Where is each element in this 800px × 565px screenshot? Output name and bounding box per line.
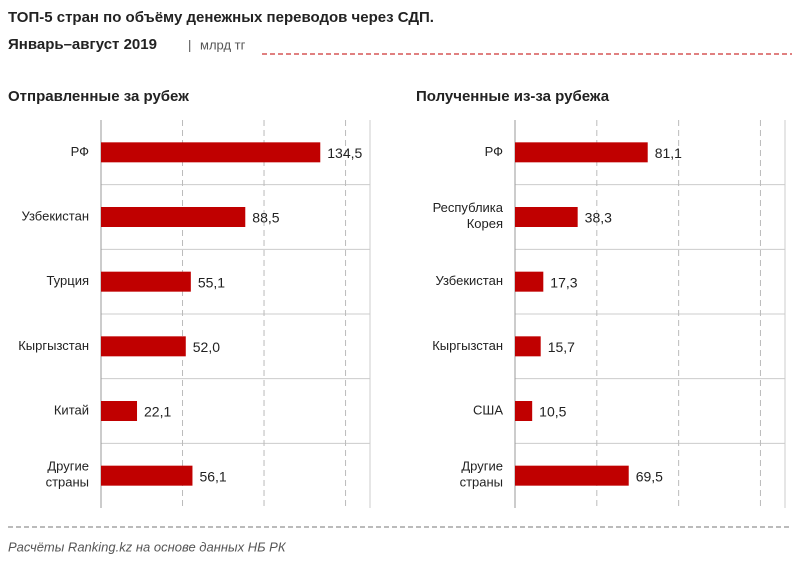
bar bbox=[515, 465, 629, 486]
bar bbox=[101, 336, 186, 357]
value-label: 15,7 bbox=[548, 339, 575, 355]
category-label: Республика Корея bbox=[433, 200, 504, 231]
bar bbox=[101, 401, 138, 421]
bar bbox=[515, 142, 648, 163]
value-label: 134,5 bbox=[327, 145, 362, 161]
value-label: 55,1 bbox=[198, 274, 225, 290]
category-label: РФ bbox=[71, 144, 90, 159]
value-label: 52,0 bbox=[193, 339, 220, 355]
category-label: Другие страны bbox=[46, 459, 89, 490]
source: Расчёты Ranking.kz на основе данных НБ Р… bbox=[8, 539, 287, 554]
bar bbox=[515, 336, 541, 357]
bar bbox=[515, 401, 533, 421]
value-label: 81,1 bbox=[655, 145, 682, 161]
category-label: Узбекистан bbox=[435, 273, 503, 288]
chart-title: Полученные из-за рубежа bbox=[416, 88, 610, 105]
category-label: Китай bbox=[54, 402, 89, 417]
value-label: 38,3 bbox=[585, 210, 612, 226]
value-label: 69,5 bbox=[636, 468, 663, 484]
bar bbox=[515, 271, 544, 292]
unit: млрд тг bbox=[200, 37, 246, 52]
category-label: Узбекистан bbox=[21, 208, 89, 223]
category-label: Кыргызстан bbox=[432, 338, 503, 353]
value-label: 56,1 bbox=[199, 468, 226, 484]
category-label: Другие страны bbox=[460, 459, 503, 490]
page-subtitle: Январь–август 2019 bbox=[8, 36, 157, 53]
separator: | bbox=[188, 37, 191, 52]
category-label: Турция bbox=[46, 273, 89, 288]
value-label: 10,5 bbox=[539, 404, 566, 420]
bar bbox=[515, 207, 578, 227]
bar bbox=[101, 465, 193, 486]
bar bbox=[101, 207, 246, 227]
bar bbox=[101, 142, 321, 163]
bar bbox=[101, 271, 191, 292]
category-label: США bbox=[473, 402, 503, 417]
page-title: ТОП-5 стран по объёму денежных переводов… bbox=[8, 9, 434, 26]
category-label: Кыргызстан bbox=[18, 338, 89, 353]
value-label: 88,5 bbox=[252, 210, 279, 226]
category-label: РФ bbox=[485, 144, 504, 159]
value-label: 17,3 bbox=[550, 274, 577, 290]
value-label: 22,1 bbox=[144, 404, 171, 420]
chart-title: Отправленные за рубеж bbox=[8, 88, 189, 105]
